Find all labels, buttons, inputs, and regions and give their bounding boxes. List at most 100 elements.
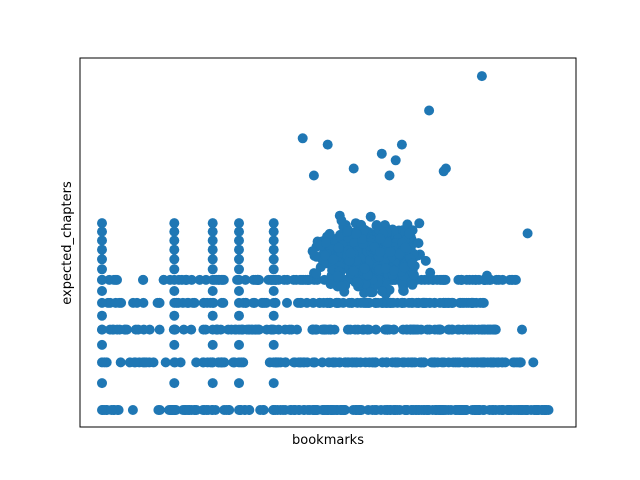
data-point <box>408 269 419 280</box>
data-point <box>169 286 180 296</box>
data-point <box>292 324 302 335</box>
data-point <box>268 218 279 229</box>
data-point <box>375 247 385 258</box>
data-point <box>392 357 403 368</box>
data-point <box>314 297 325 308</box>
data-point <box>259 297 270 308</box>
data-point <box>110 297 121 308</box>
data-point <box>328 254 339 265</box>
data-point <box>349 237 360 248</box>
data-point <box>365 287 376 298</box>
data-point <box>359 263 370 274</box>
data-point <box>522 228 533 239</box>
data-point <box>97 339 107 350</box>
data-point <box>325 279 336 290</box>
data-point <box>413 238 424 249</box>
data-point <box>537 405 548 415</box>
data-point <box>253 274 263 285</box>
data-point <box>207 286 218 296</box>
data-point <box>252 324 263 335</box>
data-point <box>160 357 171 368</box>
data-point <box>268 357 279 368</box>
data-point <box>234 218 244 229</box>
data-point <box>405 324 416 335</box>
data-point <box>515 357 526 368</box>
data-point <box>207 218 218 229</box>
data-point <box>244 405 255 415</box>
data-point <box>295 357 305 368</box>
data-point <box>384 284 395 295</box>
data-point <box>97 310 107 321</box>
data-point <box>452 324 463 335</box>
data-point <box>343 225 354 236</box>
data-point <box>435 297 445 308</box>
data-point <box>169 357 180 368</box>
data-point <box>384 170 395 181</box>
data-point <box>447 297 458 308</box>
y-axis-label: expected_chapters <box>60 181 75 305</box>
data-point <box>398 324 409 335</box>
data-point <box>115 357 126 368</box>
data-point <box>207 324 218 335</box>
data-point <box>268 235 279 246</box>
data-point <box>463 357 473 368</box>
data-point <box>399 262 410 273</box>
data-point <box>327 405 338 415</box>
data-point <box>336 281 347 292</box>
data-point <box>138 324 149 335</box>
data-point <box>438 166 449 177</box>
data-point <box>375 233 386 244</box>
data-point <box>459 297 470 308</box>
data-point <box>138 297 149 308</box>
data-point <box>418 357 429 368</box>
data-point <box>404 297 414 308</box>
data-point <box>396 297 407 308</box>
data-point <box>97 226 107 237</box>
data-point <box>97 405 107 415</box>
data-point <box>106 405 117 415</box>
data-point <box>268 274 279 285</box>
data-point <box>112 274 122 285</box>
data-point <box>493 274 504 285</box>
data-point <box>234 286 244 296</box>
data-point <box>307 324 318 335</box>
data-point <box>226 324 237 335</box>
data-point <box>344 255 355 266</box>
data-point <box>97 324 107 335</box>
data-point <box>268 324 279 335</box>
data-point <box>129 357 140 368</box>
data-point <box>268 286 279 296</box>
data-point <box>390 155 401 166</box>
data-point <box>114 324 125 335</box>
data-point <box>477 357 488 368</box>
data-point <box>308 170 319 181</box>
data-point <box>234 235 244 246</box>
data-point <box>194 274 205 285</box>
data-point <box>241 324 252 335</box>
data-point <box>424 105 435 116</box>
data-point <box>344 297 355 308</box>
data-point <box>97 274 107 285</box>
data-point <box>234 226 244 237</box>
data-point <box>336 215 347 226</box>
data-point <box>97 264 107 275</box>
data-point <box>169 310 180 321</box>
data-point <box>464 324 475 335</box>
data-point <box>182 297 193 308</box>
data-point <box>309 357 320 368</box>
data-point <box>138 274 149 285</box>
data-point <box>396 139 407 150</box>
data-point <box>295 297 306 308</box>
data-point <box>385 246 396 257</box>
data-point <box>207 405 218 415</box>
data-point <box>407 258 418 269</box>
data-point <box>409 357 420 368</box>
data-point <box>332 270 343 281</box>
data-point <box>268 297 279 308</box>
data-point <box>268 226 279 237</box>
data-point <box>169 274 180 285</box>
data-point <box>268 254 279 265</box>
data-point <box>127 405 138 415</box>
data-point <box>419 297 430 308</box>
